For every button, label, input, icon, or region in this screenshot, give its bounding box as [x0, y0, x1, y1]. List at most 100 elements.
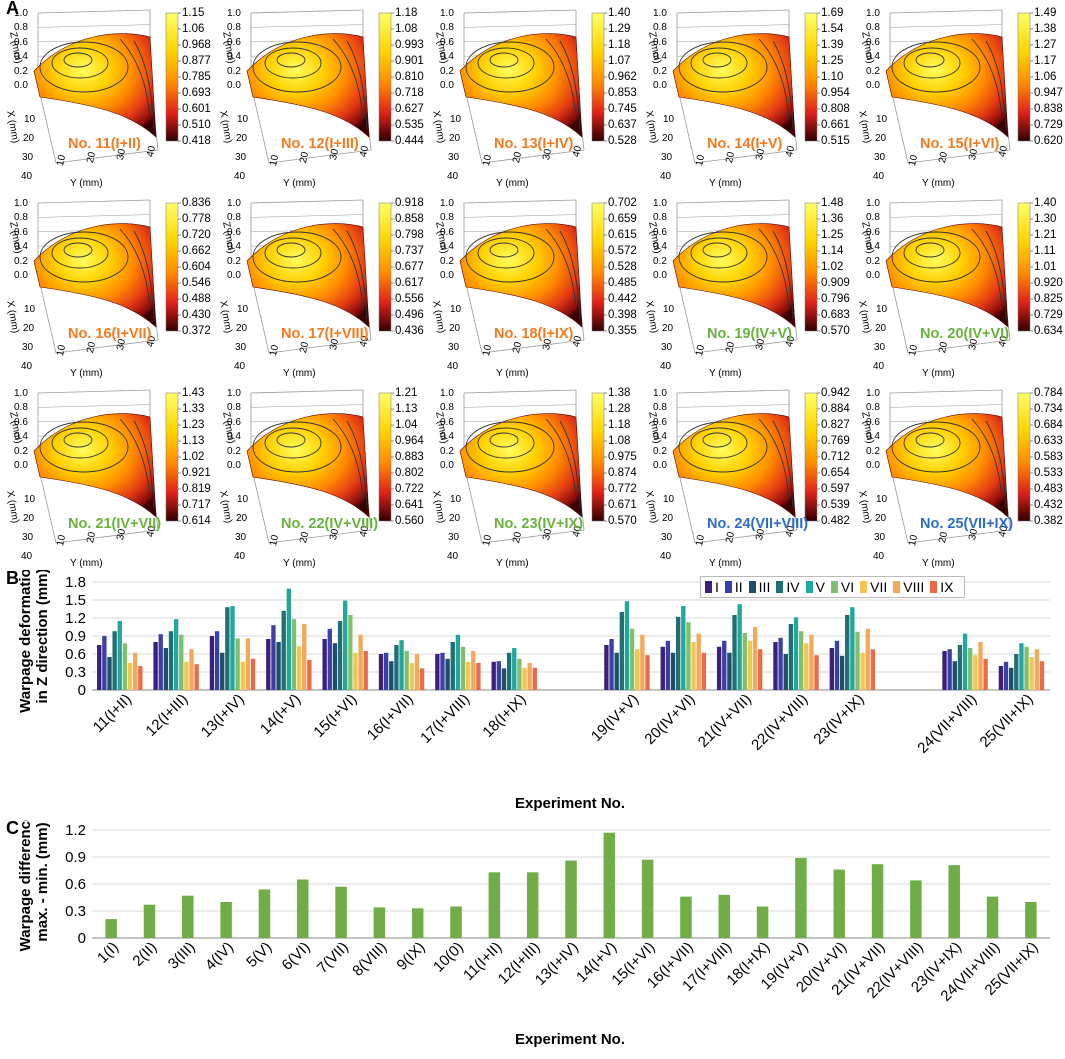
colorbar-tick-label: 0.836 — [182, 197, 211, 209]
colorbar-tick-label: 0.677 — [395, 261, 424, 273]
colorbar-tick-label: 1.18 — [608, 419, 631, 431]
x-tick-label: 30 — [235, 532, 247, 543]
colorbar-tick-label: 1.54 — [821, 23, 844, 35]
chart-c-x-tick-label: 8(VIII) — [349, 939, 390, 980]
z-tick-label: 0.2 — [653, 255, 667, 267]
z-tick-label: 0.6 — [440, 36, 454, 48]
chart-b-bar — [696, 633, 701, 690]
colorbar-tick-label: 1.06 — [182, 23, 205, 35]
x-tick-label: 10 — [237, 494, 249, 505]
legend-item: IX — [930, 579, 954, 595]
chart-b-x-tick-label: 24(VII+VIII) — [914, 691, 980, 757]
z-tick-label: 0.8 — [227, 212, 241, 224]
y-axis-label: Y (mm) — [709, 178, 742, 189]
legend-item: IV — [776, 579, 800, 595]
chart-b-bar — [1014, 654, 1019, 690]
chart-b-bar — [635, 649, 640, 690]
chart-c-x-tick-label: 4(IV) — [202, 939, 237, 974]
legend-swatch — [724, 581, 732, 593]
colorbar-tick-label: 1.14 — [821, 245, 844, 257]
chart-c-x-tick-label: 5(V) — [243, 939, 275, 971]
colorbar-tick-label: 0.810 — [395, 71, 424, 83]
chart-b-y-tick-label: 0.9 — [65, 628, 86, 645]
colorbar — [591, 202, 605, 332]
z-tick-label: 0.8 — [440, 212, 454, 224]
chart-b-bar — [337, 621, 343, 690]
chart-b-bar — [419, 668, 425, 690]
colorbar-tick-label: 0.684 — [1034, 419, 1063, 431]
chart-c-x-tick-label: 9(IX) — [394, 939, 429, 974]
colorbar-tick-label: 1.33 — [182, 403, 205, 415]
colorbar-tick-label: 0.827 — [821, 419, 850, 431]
surface-plot-label: No. 25(VII+IX) — [920, 516, 1014, 532]
legend-label: IX — [940, 579, 954, 595]
colorbar — [1017, 202, 1031, 332]
y-axis-label: Y (mm) — [283, 558, 316, 569]
chart-b-bar — [732, 615, 737, 690]
contour-lines — [465, 418, 581, 510]
chart-b-bar — [450, 642, 455, 690]
colorbar — [378, 392, 392, 522]
colorbar — [1017, 12, 1031, 142]
chart-b-bar — [168, 631, 174, 690]
chart-b-bar — [814, 655, 819, 690]
legend-item: I — [705, 579, 719, 595]
chart-b-bar — [214, 631, 220, 690]
surface-plot-svg — [672, 389, 820, 544]
chart-c-x-axis-label: Experiment No. — [515, 1031, 625, 1048]
x-tick-label: 20 — [662, 133, 674, 144]
x-tick-label: 30 — [22, 342, 34, 353]
chart-b-bar — [286, 588, 292, 690]
x-tick-label: 20 — [23, 133, 35, 144]
z-tick-label: 0.8 — [866, 22, 880, 34]
x-tick-label: 30 — [448, 532, 460, 543]
z-tick-label: 0.4 — [440, 51, 454, 63]
chart-b-x-tick-label: 23(IV+IX) — [810, 691, 867, 748]
colorbar — [804, 392, 818, 522]
colorbar-tick-label: 0.729 — [1034, 119, 1063, 131]
contour-lines — [891, 38, 1007, 130]
warped-surface — [246, 413, 370, 518]
colorbar-tick-label: 0.718 — [395, 87, 424, 99]
surface-plot-label: No. 20(IV+VI) — [920, 326, 1010, 342]
warpage-difference-bar-chart: 0 0.3 0.6 0.9 1.2 1(I) 2(II) 3(III) 4(IV) 5(V) 6(V… — [17, 813, 1050, 1048]
chart-b-bar — [389, 661, 394, 690]
surface-plot-label: No. 15(I+VI) — [920, 136, 1000, 152]
chart-b-bar — [225, 607, 230, 690]
chart-b-bar — [153, 642, 158, 690]
colorbar-tick-label: 0.784 — [1034, 387, 1063, 399]
legend-swatch — [893, 581, 901, 593]
surface-plot-label: No. 21(IV+VII) — [68, 516, 162, 532]
z-tick-label: 1.0 — [653, 8, 667, 19]
chart-b-x-tick-label: 25(VII+IX) — [977, 691, 1037, 751]
warpage-deformation-bar-chart: 00.30.60.91.21.51.8 11(I+II) 12(I+III) 13(I… — [17, 559, 1050, 812]
chart-b-bar — [455, 634, 461, 690]
chart-b-bar — [1029, 657, 1034, 690]
legend-swatch — [930, 581, 938, 593]
chart-b-bar — [465, 661, 471, 690]
z-tick-label: 0.0 — [653, 80, 667, 91]
chart-b-y-tick-label: 0.6 — [65, 646, 86, 663]
legend-label: V — [815, 579, 825, 595]
warped-surface — [885, 33, 1009, 138]
chart-b-bar — [230, 606, 235, 690]
colorbar-tick-label: 0.785 — [182, 71, 211, 83]
chart-b-bar — [962, 633, 968, 690]
chart-b-bar — [133, 652, 138, 690]
z-tick-label: 1.0 — [653, 388, 667, 399]
z-tick-label: 0.8 — [14, 402, 28, 414]
z-tick-label: 0.2 — [14, 255, 28, 267]
chart-b-bar — [527, 663, 532, 690]
chart-b-bar — [173, 619, 179, 690]
colorbar-tick-label: 0.947 — [1034, 87, 1063, 99]
colorbar-tick-label: 0.528 — [608, 261, 637, 273]
colorbar-tick-label: 0.398 — [608, 309, 637, 321]
legend-label: III — [758, 579, 771, 595]
chart-b-bar — [348, 615, 353, 690]
colorbar-tick-label: 1.06 — [1034, 71, 1057, 83]
surface-plot-label: No. 22(IV+VIII) — [281, 516, 379, 532]
surface-plot-svg — [672, 199, 820, 354]
colorbar-tick-label: 1.36 — [821, 213, 844, 225]
colorbar-tick-label: 1.43 — [182, 387, 205, 399]
colorbar-tick-label: 0.712 — [821, 451, 850, 463]
